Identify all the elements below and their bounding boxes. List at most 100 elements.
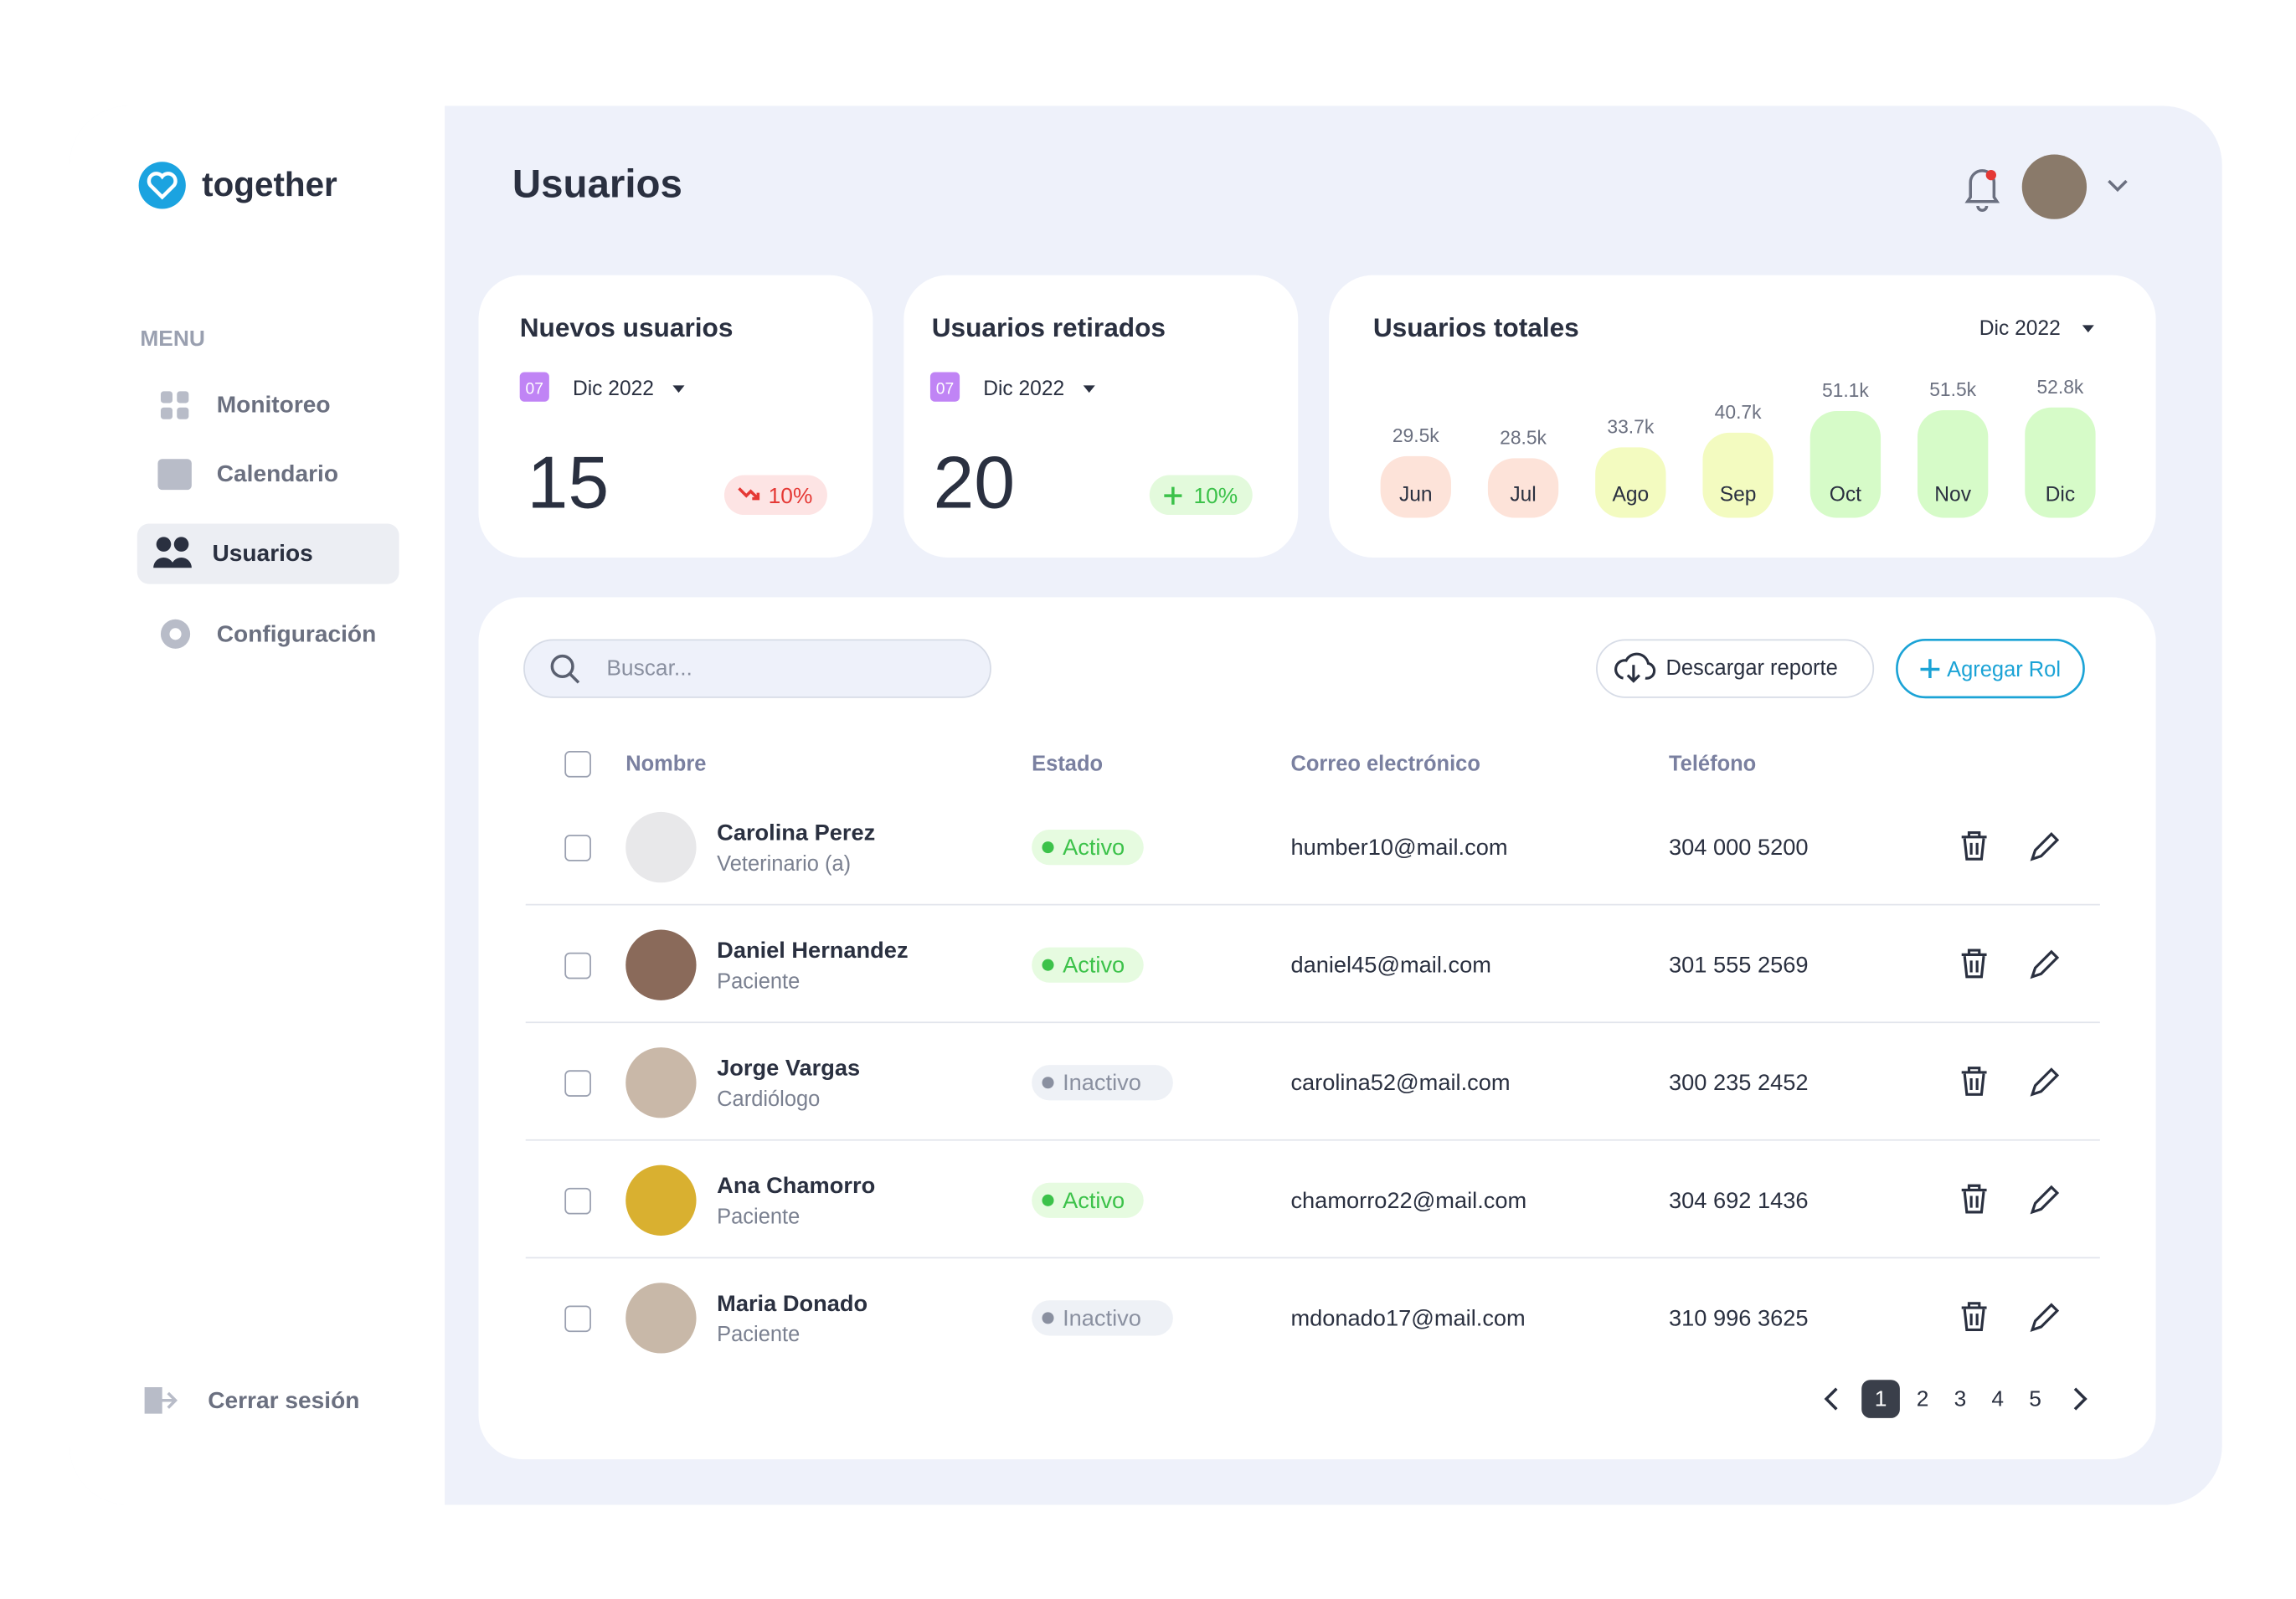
- card-title: Usuarios retirados: [932, 312, 1166, 342]
- chart-period[interactable]: Dic 2022: [1979, 317, 2061, 340]
- user-phone: 301 555 2569: [1669, 952, 1809, 978]
- user-name: Maria Donado: [717, 1290, 867, 1316]
- search-box[interactable]: [523, 639, 991, 698]
- page-title: Usuarios: [512, 162, 682, 207]
- user-role: Paciente: [717, 969, 800, 993]
- status-pill: [1032, 1300, 1173, 1336]
- status-label: Activo: [1063, 1187, 1125, 1213]
- add-button[interactable]: [1896, 639, 2085, 699]
- menu-item[interactable]: Usuarios: [212, 540, 312, 566]
- dropdown-caret: [672, 385, 685, 393]
- user-phone: 310 996 3625: [1669, 1304, 1809, 1330]
- prev-page[interactable]: [1824, 1387, 1838, 1411]
- bar-value-label: 51.1k: [1822, 379, 1869, 401]
- edit-icon[interactable]: [2030, 1067, 2060, 1097]
- page-number[interactable]: 1: [1875, 1386, 1887, 1411]
- next-page[interactable]: [2073, 1387, 2088, 1411]
- row-checkbox[interactable]: [564, 1070, 591, 1097]
- icon: [144, 1386, 162, 1414]
- delete-icon[interactable]: [1961, 830, 1987, 861]
- user-avatar[interactable]: [2021, 154, 2088, 219]
- card-title: Nuevos usuarios: [520, 312, 734, 342]
- column-header: Nombre: [625, 752, 706, 775]
- status-dot: [1042, 1077, 1054, 1089]
- bar-category: Ago: [1612, 484, 1649, 506]
- status-dot: [1042, 1194, 1054, 1206]
- user-photo: [625, 811, 697, 883]
- trend-icon: [738, 487, 760, 501]
- status-pill: [1032, 947, 1144, 983]
- select-all[interactable]: [564, 751, 591, 778]
- bar-value-label: 40.7k: [1715, 401, 1762, 423]
- notification-dot: [1985, 169, 1996, 181]
- user-photo: [625, 929, 697, 1000]
- card-period[interactable]: Dic 2022: [573, 378, 654, 400]
- search-icon: [550, 654, 574, 679]
- user-name: Carolina Perez: [717, 819, 875, 845]
- bar-category: Jul: [1510, 484, 1536, 506]
- delete-icon[interactable]: [1961, 1184, 1987, 1214]
- logo-icon: [138, 162, 186, 209]
- change-pill: [1149, 475, 1253, 515]
- download-button[interactable]: [1596, 639, 1875, 698]
- user-name: Ana Chamorro: [717, 1172, 875, 1198]
- user-photo: [625, 1047, 697, 1118]
- status-label: Inactivo: [1063, 1304, 1141, 1330]
- change-value: 10%: [769, 483, 813, 508]
- bar: [1595, 447, 1666, 518]
- page-number[interactable]: 2: [1917, 1386, 1929, 1411]
- status-label: Activo: [1063, 952, 1125, 978]
- icon: [156, 537, 172, 552]
- icon: [160, 407, 173, 419]
- page-number[interactable]: 3: [1954, 1386, 1967, 1411]
- row-checkbox[interactable]: [564, 952, 591, 979]
- user-photo: [625, 1283, 697, 1354]
- delete-icon[interactable]: [1961, 949, 1987, 979]
- row-checkbox[interactable]: [564, 1305, 591, 1333]
- icon: [153, 557, 192, 568]
- user-email: carolina52@mail.com: [1290, 1069, 1510, 1095]
- bar: [2025, 407, 2096, 518]
- row-checkbox[interactable]: [564, 1187, 591, 1215]
- user-role: Paciente: [717, 1323, 800, 1346]
- user-menu-chevron[interactable]: [2108, 179, 2128, 193]
- page-number[interactable]: 4: [1991, 1386, 2004, 1411]
- calendar-day: 07: [526, 381, 543, 398]
- calendar-badge: [519, 372, 549, 402]
- calendar-badge: [929, 372, 960, 402]
- bar: [1380, 455, 1451, 518]
- bar-category: Jun: [1399, 484, 1433, 506]
- row-checkbox[interactable]: [564, 835, 591, 861]
- edit-icon[interactable]: [2030, 1303, 2060, 1332]
- edit-icon[interactable]: [2030, 949, 2060, 979]
- menu-item[interactable]: Configuración: [217, 621, 377, 647]
- bar: [1917, 409, 1989, 518]
- edit-icon[interactable]: [2030, 1185, 2060, 1215]
- user-email: daniel45@mail.com: [1290, 952, 1490, 978]
- user-phone: 304 000 5200: [1669, 834, 1809, 860]
- menu-item[interactable]: Monitoreo: [217, 391, 331, 417]
- download-icon: [1614, 652, 1656, 683]
- logout[interactable]: Cerrar sesión: [208, 1387, 359, 1413]
- bar: [1487, 458, 1559, 518]
- status-pill: [1032, 1065, 1173, 1101]
- delete-icon[interactable]: [1961, 1302, 1987, 1332]
- icon: [157, 459, 192, 491]
- dropdown-caret: [2082, 325, 2094, 333]
- logo-heart: [147, 172, 178, 200]
- page-number[interactable]: 5: [2029, 1386, 2041, 1411]
- column-header: Estado: [1032, 752, 1103, 775]
- user-email: humber10@mail.com: [1290, 834, 1507, 860]
- bell[interactable]: [1964, 169, 2000, 212]
- bar-category: Sep: [1720, 484, 1757, 506]
- card-value: 20: [933, 441, 1015, 524]
- card-period[interactable]: Dic 2022: [983, 378, 1064, 400]
- menu-item[interactable]: Calendario: [217, 460, 338, 486]
- change-pill: [723, 475, 827, 515]
- user-email: chamorro22@mail.com: [1290, 1187, 1526, 1213]
- icon: [169, 628, 182, 640]
- search-placeholder: Buscar...: [606, 655, 692, 680]
- edit-icon[interactable]: [2030, 832, 2060, 861]
- delete-icon[interactable]: [1961, 1067, 1987, 1096]
